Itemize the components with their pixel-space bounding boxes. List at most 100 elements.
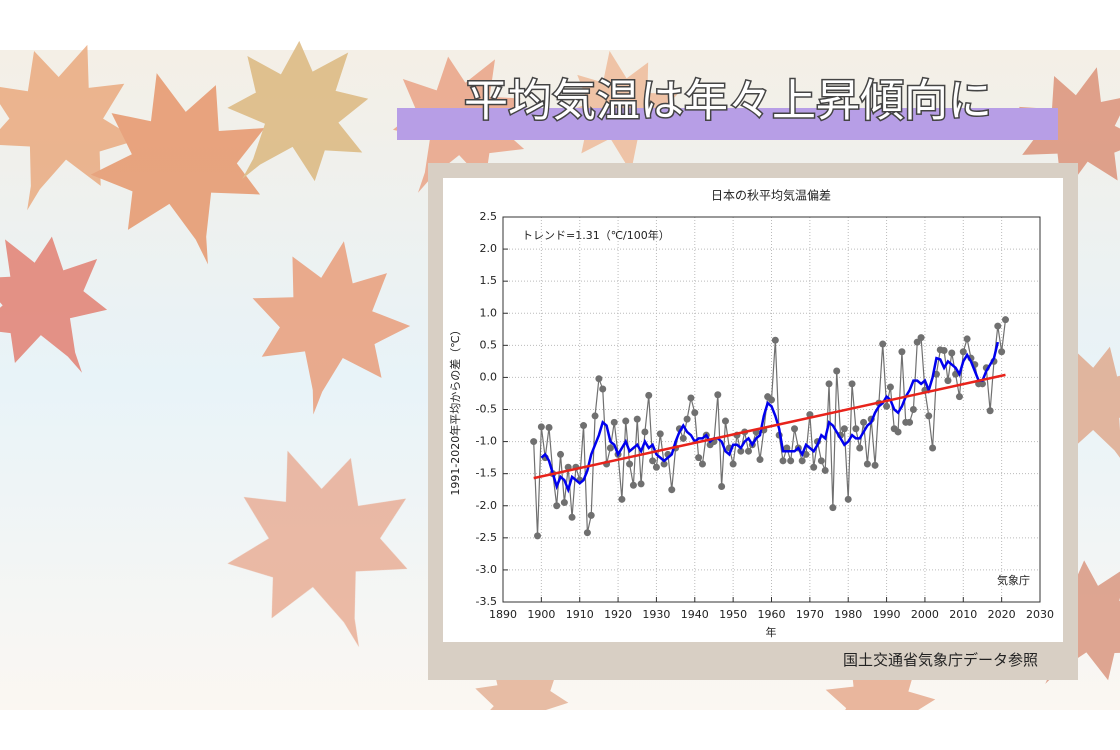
x-tick-label: 1900 xyxy=(527,608,555,621)
data-point xyxy=(948,349,956,357)
data-point xyxy=(622,417,630,425)
data-point xyxy=(821,466,829,474)
data-point xyxy=(618,495,626,503)
data-point xyxy=(599,385,607,393)
data-point xyxy=(929,444,937,452)
x-tick-label: 1990 xyxy=(873,608,901,621)
x-tick-label: 1890 xyxy=(489,608,517,621)
data-point xyxy=(698,460,706,468)
data-point xyxy=(530,438,538,446)
data-point xyxy=(583,529,591,537)
data-point xyxy=(568,513,576,521)
data-point xyxy=(798,457,806,465)
data-point xyxy=(787,457,795,465)
data-point xyxy=(629,481,637,489)
data-point xyxy=(925,412,933,420)
data-point xyxy=(833,367,841,375)
data-point xyxy=(737,447,745,455)
data-point xyxy=(587,511,595,519)
chart-title: 日本の秋平均気温偏差 xyxy=(711,188,831,203)
x-axis-label: 年 xyxy=(766,625,777,639)
data-point xyxy=(852,425,860,433)
data-point xyxy=(886,383,894,391)
data-point xyxy=(825,380,833,388)
data-point xyxy=(810,463,818,471)
data-point xyxy=(783,444,791,452)
data-point xyxy=(802,450,810,458)
data-point xyxy=(944,377,952,385)
source: 国土交通省気象庁データ参照 xyxy=(843,651,1038,669)
y-tick-label: 2.0 xyxy=(480,242,498,255)
data-point xyxy=(863,460,871,468)
data-point xyxy=(978,380,986,388)
data-point xyxy=(779,457,787,465)
x-tick-label: 2000 xyxy=(911,608,939,621)
data-point xyxy=(909,406,917,413)
data-point xyxy=(856,444,864,452)
y-tick-label: 2.5 xyxy=(480,210,498,223)
trend-line xyxy=(533,373,1006,480)
data-point xyxy=(537,423,545,431)
data-point xyxy=(545,423,553,431)
data-point xyxy=(791,425,799,433)
data-point xyxy=(718,483,726,490)
data-point xyxy=(591,412,599,420)
data-point xyxy=(898,348,906,356)
source-annotation: 気象庁 xyxy=(997,573,1030,587)
data-point xyxy=(829,504,837,512)
y-tick-label: 1.0 xyxy=(480,306,498,319)
data-point xyxy=(879,340,887,348)
y-tick-label: -1.0 xyxy=(476,435,497,448)
data-point xyxy=(580,422,588,430)
x-tick-label: 1980 xyxy=(834,608,862,621)
data-point xyxy=(637,480,645,488)
data-point xyxy=(768,396,775,404)
x-tick-label: 1910 xyxy=(566,608,594,621)
x-tick-label: 1960 xyxy=(758,608,786,621)
data-point xyxy=(940,346,948,354)
y-tick-label: 0.0 xyxy=(480,370,498,383)
data-point xyxy=(959,348,967,356)
plot-border xyxy=(502,216,1041,603)
data-point xyxy=(595,375,603,383)
data-point xyxy=(963,335,971,343)
data-point xyxy=(994,322,1002,330)
y-axis-label: 1991-2020年平均からの差（℃） xyxy=(448,324,462,495)
data-point xyxy=(641,428,649,436)
data-point xyxy=(668,486,676,494)
data-point xyxy=(817,457,825,465)
data-point xyxy=(652,463,660,471)
y-tick-label: 0.5 xyxy=(480,338,498,351)
x-tick-label: 1970 xyxy=(796,608,824,621)
data-point xyxy=(906,418,914,426)
trend-annotation: トレンド=1.31（℃/100年） xyxy=(522,228,670,242)
data-point xyxy=(660,460,668,468)
series-line xyxy=(540,341,1000,494)
data-point xyxy=(871,461,879,469)
data-point xyxy=(714,391,722,399)
data-point xyxy=(955,393,963,401)
data-point xyxy=(695,454,703,462)
title-band xyxy=(397,108,1058,140)
y-tick-label: -2.0 xyxy=(476,499,497,512)
data-point xyxy=(998,348,1006,356)
y-tick-label: -3.5 xyxy=(476,595,497,608)
x-tick-label: 2010 xyxy=(949,608,977,621)
y-tick-label: -1.5 xyxy=(476,467,497,480)
bottom-margin xyxy=(0,710,1120,750)
x-tick-label: 2030 xyxy=(1026,608,1054,621)
x-tick-label: 1950 xyxy=(719,608,747,621)
data-point xyxy=(744,447,752,455)
data-point xyxy=(656,430,664,438)
x-tick-label: 1920 xyxy=(604,608,632,621)
x-tick-label: 1940 xyxy=(681,608,709,621)
data-point xyxy=(679,434,687,442)
y-tick-label: -3.0 xyxy=(476,563,497,576)
data-point xyxy=(729,460,737,468)
data-point xyxy=(756,456,764,464)
data-point xyxy=(633,415,641,423)
data-point xyxy=(894,428,902,436)
y-tick-label: -2.5 xyxy=(476,531,497,544)
